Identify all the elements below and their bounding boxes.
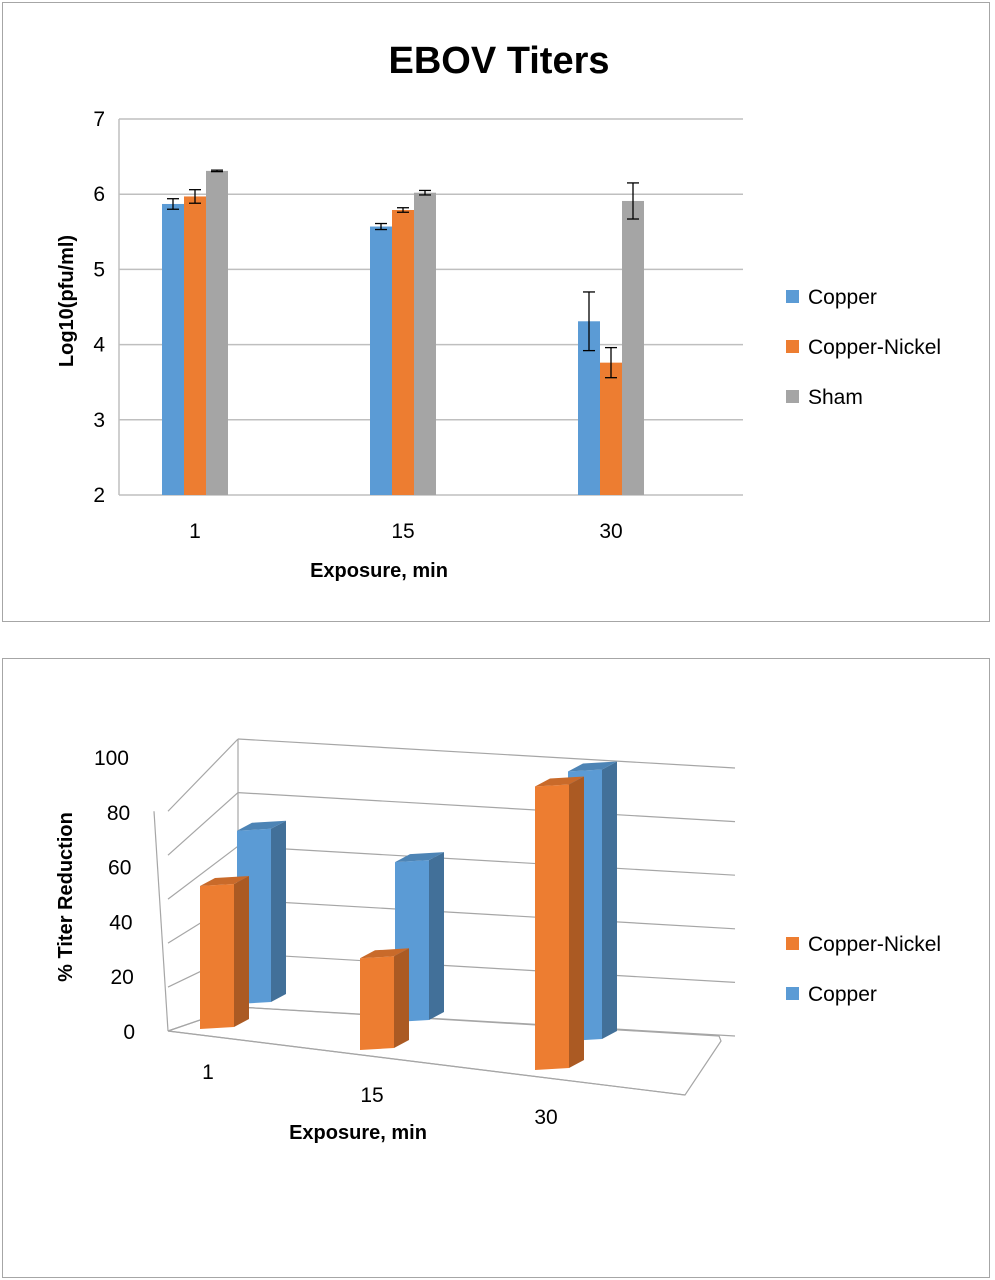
- bar-side: [234, 876, 249, 1027]
- legend-label: Copper: [808, 983, 877, 1006]
- side-gridline: [167, 845, 239, 900]
- y-axis-title: % Titer Reduction: [55, 812, 77, 982]
- gridline: [237, 952, 736, 983]
- bar-top: [535, 776, 584, 787]
- legend-label: Copper: [808, 286, 877, 309]
- x-tick-label: 15: [360, 1084, 383, 1107]
- y-tick-label: 7: [93, 108, 105, 131]
- gridline: [237, 845, 736, 876]
- y-tick-label: 40: [109, 911, 132, 934]
- y-tick-label: 4: [93, 334, 105, 357]
- legend-swatch: [786, 290, 799, 303]
- bar-top: [237, 820, 286, 831]
- y-tick-label: 100: [94, 747, 129, 770]
- side-gridline: [167, 738, 239, 812]
- y-tick-labels: 0 20 40 60 80 100: [94, 747, 135, 1044]
- bar-sham-15: [414, 192, 436, 496]
- bar-copper-nickel-30: [600, 362, 622, 495]
- bars: [200, 761, 617, 1070]
- legend: Copper-Nickel Copper: [786, 933, 941, 1006]
- bar-side: [429, 852, 444, 1020]
- side-gridline: [167, 792, 239, 856]
- bar-copper-nickel-1: [200, 876, 249, 1029]
- bar-top: [200, 876, 249, 886]
- bar-top: [395, 852, 444, 863]
- front-axis-line: [153, 811, 169, 1032]
- y-tick-label: 2: [93, 484, 105, 507]
- x-tick-label: 1: [189, 520, 201, 543]
- y-tick-label: 0: [123, 1021, 135, 1044]
- legend-swatch: [786, 937, 799, 950]
- bar-top: [360, 948, 409, 959]
- bar-copper-nickel-15: [360, 948, 409, 1050]
- gridline: [237, 899, 736, 930]
- bar-side: [394, 948, 409, 1048]
- titer-reduction-chart: 0 20 40 60 80 100 1 15 30 Exposure, min % Titer…: [55, 738, 941, 1144]
- x-tick-label: 1: [202, 1061, 214, 1084]
- ebov-titers-chart-panel: EBOV Titers 2 3 4 5 6 7 1 15 30 Exposure, min L…: [2, 2, 990, 622]
- chart-walls: [153, 738, 736, 1096]
- x-tick-label: 30: [534, 1106, 557, 1129]
- y-tick-label: 20: [110, 966, 133, 989]
- bar-front: [535, 784, 569, 1070]
- x-axis-title: Exposure, min: [310, 560, 448, 582]
- y-tick-label: 80: [107, 802, 130, 825]
- x-tick-labels: 1 15 30: [189, 520, 623, 543]
- x-tick-labels: 1 15 30: [202, 1061, 558, 1129]
- bar-side: [271, 820, 286, 1002]
- y-tick-label: 6: [93, 183, 105, 206]
- y-axis-title: Log10(pfu/ml): [56, 235, 78, 367]
- floor-front-edge: [167, 1030, 686, 1096]
- legend-swatch: [786, 340, 799, 353]
- bar-front: [200, 884, 234, 1029]
- legend-swatch: [786, 390, 799, 403]
- x-axis-title: Exposure, min: [289, 1122, 427, 1144]
- ebov-titers-chart: EBOV Titers 2 3 4 5 6 7 1 15 30 Exposure, min L…: [56, 40, 941, 582]
- y-tick-label: 60: [108, 857, 131, 880]
- chart-title: EBOV Titers: [388, 40, 609, 82]
- bar-side: [569, 776, 584, 1068]
- bar-copper-1: [162, 203, 184, 495]
- bar-front: [360, 956, 394, 1050]
- bar-copper-nickel-15: [392, 209, 414, 495]
- floor: [167, 1006, 722, 1096]
- bar-side: [602, 761, 617, 1039]
- gridline: [237, 792, 736, 823]
- titer-reduction-chart-panel: 0 20 40 60 80 100 1 15 30 Exposure, min % Titer…: [2, 658, 990, 1278]
- x-tick-label: 30: [599, 520, 622, 543]
- legend-swatch: [786, 987, 799, 1000]
- error-bars: [167, 169, 639, 379]
- bar-copper-15: [370, 226, 392, 495]
- bar-copper-nickel-30: [535, 776, 584, 1070]
- y-tick-label: 3: [93, 409, 105, 432]
- y-tick-labels: 2 3 4 5 6 7: [93, 108, 105, 507]
- legend-label: Copper-Nickel: [808, 933, 941, 956]
- gridline: [237, 738, 736, 769]
- legend-label: Sham: [808, 386, 863, 409]
- legend: Copper Copper-Nickel Sham: [786, 286, 941, 409]
- bars: [162, 170, 644, 496]
- bar-copper-30: [578, 321, 600, 495]
- bar-sham-30: [622, 200, 644, 495]
- x-tick-label: 15: [391, 520, 414, 543]
- bar-copper-nickel-1: [184, 196, 206, 495]
- y-tick-label: 5: [93, 258, 105, 281]
- bar-sham-1: [206, 170, 228, 495]
- legend-label: Copper-Nickel: [808, 336, 941, 359]
- bar-top: [568, 761, 617, 772]
